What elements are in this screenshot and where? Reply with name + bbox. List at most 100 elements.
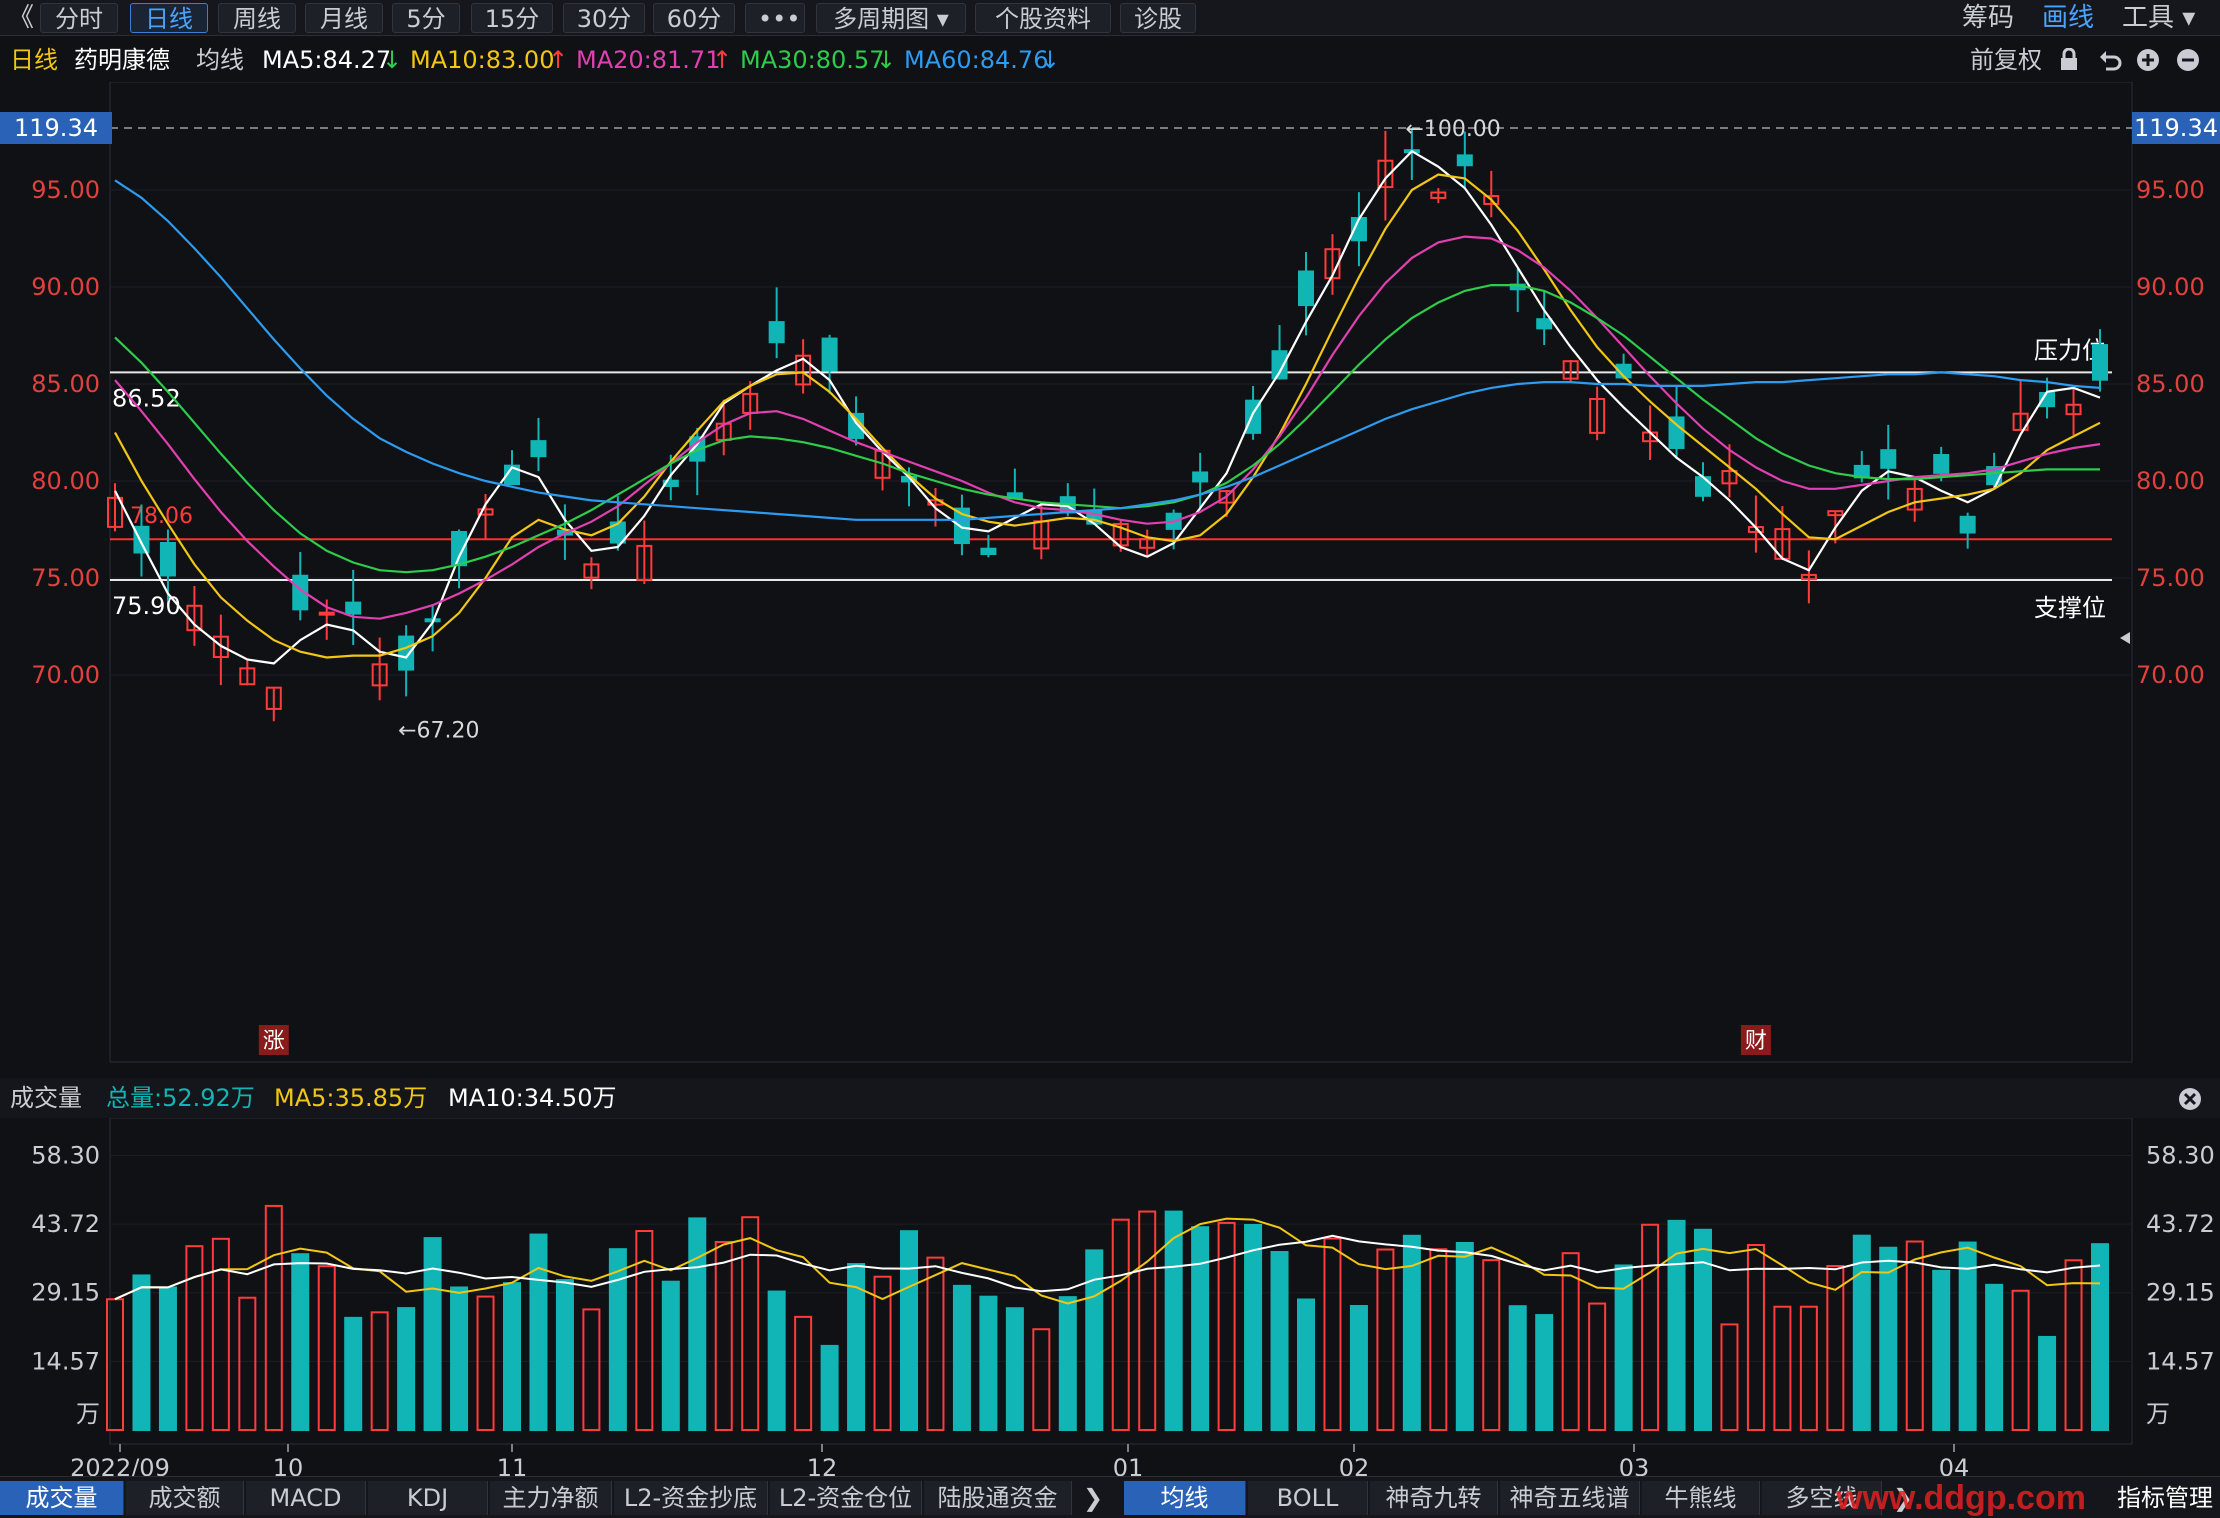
volume-bar	[158, 1286, 177, 1431]
volume-bar	[1641, 1223, 1660, 1431]
volume-bar	[1799, 1305, 1818, 1432]
candle-body	[1959, 515, 1976, 534]
volume-bar	[132, 1274, 151, 1431]
toolbar-button-9[interactable]: 多周期图 ▾	[816, 3, 966, 33]
volume-bar	[291, 1253, 310, 1431]
ma-line-ma20	[114, 235, 2101, 620]
volume-chart[interactable]: 58.30 58.30 43.72 43.72 29.15 29.15 14.57 14.57…	[0, 1118, 2220, 1476]
overlay-tab-3[interactable]: 神奇五线谱	[1500, 1481, 1640, 1515]
overlay-tab-4[interactable]: 牛熊线	[1642, 1481, 1760, 1515]
indicator-tab-3[interactable]: KDJ	[368, 1481, 488, 1515]
toolbar-button-5[interactable]: 15分	[471, 3, 553, 33]
toolbar-button-1[interactable]: 日线	[130, 3, 208, 33]
indicator-tab-bar: 成交量 成交额 MACD KDJ 主力净额 L2-资金抄底 L2-资金仓位 陆股通资金 ❯ 均…	[0, 1476, 2220, 1518]
toolbar-button-3[interactable]: 月线	[305, 3, 383, 33]
volume-bar	[1852, 1234, 1871, 1431]
toolbar-button-0[interactable]: 分时	[40, 3, 118, 33]
overlay-next-icon[interactable]: ❯	[1884, 1481, 1922, 1515]
indicator-tab-2[interactable]: MACD	[246, 1481, 366, 1515]
candle-body	[1298, 270, 1314, 307]
volume-bar	[344, 1316, 363, 1432]
ma-line-ma30	[114, 284, 2100, 574]
toolbar-button-7[interactable]: 60分	[653, 3, 735, 33]
ma-line-ma60	[114, 179, 2101, 521]
volume-bar	[1588, 1302, 1607, 1431]
candle-body	[1456, 154, 1473, 167]
candlestick-chart[interactable]: 95.00 95.00 90.00 90.00 85.00 85.00 80.00 80.00…	[0, 82, 2220, 1072]
volume-bar	[820, 1344, 839, 1432]
indicator-tab-6[interactable]: L2-资金仓位	[770, 1481, 922, 1515]
candle-body	[239, 667, 256, 686]
indicator-tab-0[interactable]: 成交量	[0, 1481, 124, 1515]
volume-bar	[476, 1295, 495, 1431]
volume-bar	[1429, 1248, 1448, 1431]
candle-body	[1324, 248, 1341, 280]
top-price-tag-left	[0, 112, 112, 144]
volume-bar	[397, 1307, 416, 1431]
volume-ma10: MA10:34.50万	[448, 1084, 617, 1112]
ma-line-ma5	[114, 149, 2101, 665]
back-button[interactable]: 《	[8, 3, 35, 33]
ma5-value: MA5:84.27	[262, 46, 392, 74]
zoom-out-icon[interactable]	[2176, 48, 2200, 72]
undo-icon[interactable]	[2098, 48, 2122, 72]
volume-bar	[741, 1216, 760, 1432]
current-price-pointer	[2120, 632, 2130, 644]
volume-bar	[106, 1298, 124, 1431]
volume-y-label-right: 29.15	[2146, 1279, 2215, 1307]
close-icon[interactable]	[2178, 1087, 2202, 1111]
volume-total: 总量:52.92万	[106, 1084, 255, 1112]
volume-bar	[2091, 1243, 2109, 1432]
volume-ma5-line	[114, 1217, 2101, 1305]
ma-legend-bar: 日线 药明康德 均线 MA5:84.27 ↓ MA10:83.00 ↑ MA20…	[0, 40, 2220, 80]
ma10-arrow-icon: ↑	[548, 46, 569, 74]
tabs-next-icon[interactable]: ❯	[1074, 1481, 1112, 1515]
indicator-tab-1[interactable]: 成交额	[126, 1481, 244, 1515]
chip-distribution-button[interactable]: 筹码	[1962, 3, 2015, 33]
candle-body	[1218, 490, 1235, 504]
y-axis-label-right: 80.00	[2136, 467, 2205, 495]
adjust-selector[interactable]: 前复权	[1970, 46, 2042, 74]
ma20-arrow-icon: ↑	[712, 46, 733, 74]
overlay-tab-1[interactable]: BOLL	[1248, 1481, 1368, 1515]
overlay-tab-0[interactable]: 均线	[1124, 1481, 1246, 1515]
toolbar-button-8[interactable]: •••	[745, 3, 805, 33]
candle-body	[583, 563, 600, 579]
toolbar-button-10[interactable]: 个股资料	[975, 3, 1111, 33]
event-marker-box	[1740, 1025, 1771, 1055]
indicator-tab-7[interactable]: 陆股通资金	[924, 1481, 1072, 1515]
volume-bar	[1085, 1249, 1104, 1431]
volume-bar	[1720, 1323, 1739, 1431]
x-axis-label: 2022/09	[70, 1454, 170, 1476]
overlay-tab-2[interactable]: 神奇九转	[1370, 1481, 1498, 1515]
toolbar-button-11[interactable]: 诊股	[1120, 3, 1196, 33]
indicator-tab-5[interactable]: L2-资金抄底	[614, 1481, 768, 1515]
overlay-tab-5[interactable]: 多空线	[1762, 1481, 1882, 1515]
volume-bar	[1191, 1226, 1210, 1431]
candle-body	[345, 601, 362, 615]
volume-bar	[1614, 1264, 1633, 1431]
volume-bar	[714, 1240, 733, 1431]
candle-body	[477, 508, 494, 516]
candle-body	[371, 663, 388, 687]
event-marker: 财	[1745, 1029, 1767, 1054]
tools-button[interactable]: 工具 ▾	[2122, 3, 2196, 33]
indicator-manage-button[interactable]: 指标管理	[2110, 1481, 2220, 1515]
volume-bar	[450, 1286, 469, 1431]
volume-bar	[688, 1217, 707, 1432]
candle-body	[292, 574, 309, 611]
candle-body	[636, 544, 653, 581]
candle-body	[1933, 454, 1950, 474]
toolbar-button-2[interactable]: 周线	[218, 3, 296, 33]
toolbar-button-4[interactable]: 5分	[392, 3, 460, 33]
volume-bar	[1376, 1248, 1395, 1431]
toolbar-button-6[interactable]: 30分	[563, 3, 645, 33]
volume-bar	[211, 1237, 230, 1432]
zoom-in-icon[interactable]	[2136, 48, 2160, 72]
draw-line-button[interactable]: 画线	[2042, 3, 2095, 33]
x-axis-label: 03	[1619, 1454, 1650, 1476]
ma30-value: MA30:80.57	[740, 46, 885, 74]
indicator-tab-4[interactable]: 主力净额	[490, 1481, 612, 1515]
stock-name: 药明康德	[74, 46, 170, 74]
lock-icon[interactable]	[2058, 48, 2080, 72]
